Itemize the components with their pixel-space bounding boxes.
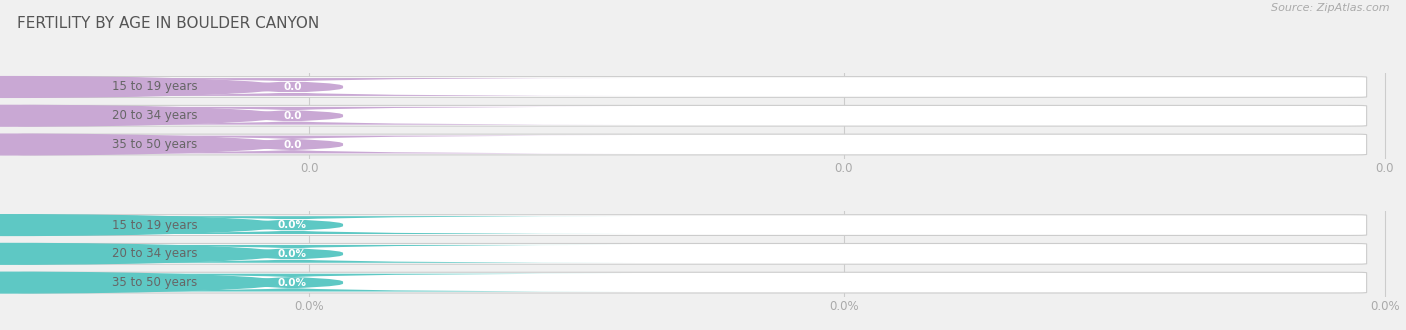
FancyBboxPatch shape xyxy=(0,136,634,153)
Text: 15 to 19 years: 15 to 19 years xyxy=(112,218,197,232)
FancyBboxPatch shape xyxy=(0,274,634,291)
Text: FERTILITY BY AGE IN BOULDER CANYON: FERTILITY BY AGE IN BOULDER CANYON xyxy=(17,16,319,31)
FancyBboxPatch shape xyxy=(18,105,1367,126)
Text: 35 to 50 years: 35 to 50 years xyxy=(112,138,197,151)
Ellipse shape xyxy=(0,272,284,293)
FancyBboxPatch shape xyxy=(18,215,1367,235)
FancyBboxPatch shape xyxy=(0,216,634,234)
Text: 20 to 34 years: 20 to 34 years xyxy=(112,109,197,122)
FancyBboxPatch shape xyxy=(18,272,1367,293)
FancyBboxPatch shape xyxy=(0,107,634,125)
Text: 15 to 19 years: 15 to 19 years xyxy=(112,81,197,93)
FancyBboxPatch shape xyxy=(0,245,634,263)
Ellipse shape xyxy=(0,77,284,97)
Text: 0.0: 0.0 xyxy=(283,82,302,92)
Ellipse shape xyxy=(0,215,284,235)
Text: 0.0%: 0.0% xyxy=(278,249,307,259)
Ellipse shape xyxy=(0,134,284,155)
FancyBboxPatch shape xyxy=(18,134,1367,155)
Text: 0.0: 0.0 xyxy=(283,140,302,149)
Text: 35 to 50 years: 35 to 50 years xyxy=(112,276,197,289)
Text: Source: ZipAtlas.com: Source: ZipAtlas.com xyxy=(1271,3,1389,13)
Ellipse shape xyxy=(0,105,284,126)
Text: 0.0%: 0.0% xyxy=(278,220,307,230)
Text: 20 to 34 years: 20 to 34 years xyxy=(112,248,197,260)
FancyBboxPatch shape xyxy=(18,244,1367,264)
Ellipse shape xyxy=(0,244,284,264)
FancyBboxPatch shape xyxy=(0,78,634,96)
FancyBboxPatch shape xyxy=(18,77,1367,97)
Text: 0.0%: 0.0% xyxy=(278,278,307,288)
Text: 0.0: 0.0 xyxy=(283,111,302,121)
